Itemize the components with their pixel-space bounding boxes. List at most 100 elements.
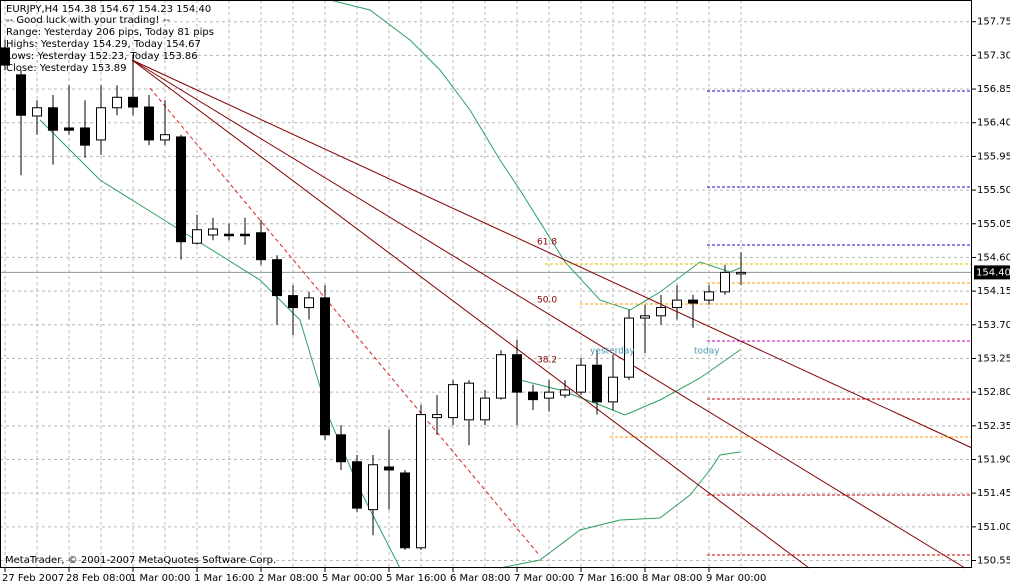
header-line: EURJPY,H4 154.38 154.67 154.23 154.40 xyxy=(6,4,211,15)
y-tick-label: 155.50 xyxy=(977,185,1010,196)
grid xyxy=(0,0,972,568)
candle-body xyxy=(128,96,138,108)
candle-body xyxy=(448,384,458,419)
candle-body xyxy=(144,106,154,141)
y-tick-label: 156.85 xyxy=(977,84,1010,95)
marker-label: yesterday xyxy=(590,347,635,357)
candle-body xyxy=(672,299,682,309)
y-tick-label: 154.15 xyxy=(977,286,1010,297)
y-tick-label: 157.75 xyxy=(977,17,1010,28)
candle-body xyxy=(80,127,90,146)
fib-label: 38.2 xyxy=(537,356,557,366)
y-tick-label: 155.05 xyxy=(977,219,1010,230)
header-line: Highs: Yesterday 154.29, Today 154.67 xyxy=(6,39,201,50)
y-tick-label: 155.95 xyxy=(977,151,1010,162)
fib-label: 50.0 xyxy=(537,296,557,306)
candle-body xyxy=(336,434,346,463)
candle-body xyxy=(592,364,602,403)
candle-body xyxy=(624,317,634,378)
candle-body xyxy=(480,397,490,421)
x-tick-label: 1 Mar 16:00 xyxy=(194,573,254,584)
marker-label: today xyxy=(694,347,720,357)
candle-body xyxy=(704,291,714,301)
candle-body xyxy=(544,391,554,399)
candle-body xyxy=(224,233,234,237)
y-tick-label: 153.25 xyxy=(977,353,1010,364)
x-tick-label: 7 Mar 00:00 xyxy=(514,573,574,584)
band-upper xyxy=(329,0,741,311)
candle-body xyxy=(432,414,442,419)
candle-body xyxy=(496,354,506,399)
band-lower-2 xyxy=(499,451,741,569)
fan-line xyxy=(131,59,966,569)
y-tick-label: 154.60 xyxy=(977,252,1010,263)
candle-body xyxy=(112,96,122,109)
candle-body xyxy=(160,134,170,141)
y-tick-label: 151.00 xyxy=(977,522,1010,533)
header-line: Close: Yesterday 153.89 xyxy=(6,63,127,74)
fan-line xyxy=(131,59,973,449)
candle-body xyxy=(576,364,586,393)
header-line: Lows: Yesterday 152.23, Today 153.86 xyxy=(6,51,198,62)
fan-line xyxy=(131,59,810,569)
candle-body xyxy=(400,472,410,549)
fan-baseline xyxy=(149,87,541,557)
y-tick-label: 153.70 xyxy=(977,320,1010,331)
candle-body xyxy=(720,271,730,293)
y-tick-label: 150.55 xyxy=(977,556,1010,567)
footer: MetaTrader, © 2001-2007 MetaQuotes Softw… xyxy=(5,555,276,566)
candle-body xyxy=(640,315,650,319)
header-line: Range: Yesterday 206 pips, Today 81 pips xyxy=(6,27,214,38)
x-tick-label: 28 Feb 08:00 xyxy=(66,573,132,584)
last-price-box xyxy=(974,265,1010,280)
candle-body xyxy=(272,259,282,297)
candle-body xyxy=(32,107,42,117)
last-price-label: 154.40 xyxy=(976,267,1010,278)
x-tick-label: 5 Mar 16:00 xyxy=(386,573,446,584)
x-tick-label: 5 Mar 00:00 xyxy=(322,573,382,584)
candle-body xyxy=(256,232,266,261)
x-tick-label: 7 Mar 16:00 xyxy=(578,573,638,584)
candle-body xyxy=(368,464,378,511)
x-tick-label: 6 Mar 08:00 xyxy=(450,573,510,584)
candle-body xyxy=(96,107,106,141)
candle-body xyxy=(176,136,186,243)
header: EURJPY,H4 154.38 154.67 154.23 154.40 --… xyxy=(6,4,214,74)
candle-body xyxy=(560,389,570,396)
candle-body xyxy=(416,414,426,549)
plot-frame xyxy=(0,0,972,568)
candle-body xyxy=(320,297,330,436)
candle-body xyxy=(288,295,298,309)
x-tick-label: 1 Mar 00:00 xyxy=(130,573,190,584)
candle-body xyxy=(688,299,698,304)
candles xyxy=(0,39,746,551)
x-tick-label: 9 Mar 00:00 xyxy=(706,573,766,584)
fib-label: 61.8 xyxy=(537,238,557,248)
candle-body xyxy=(352,461,362,509)
levels xyxy=(545,90,972,556)
y-tick-label: 157.30 xyxy=(977,50,1010,61)
candle-body xyxy=(384,466,394,471)
header-line: -- Good luck with your trading! -- xyxy=(6,15,170,26)
y-tick-label: 156.40 xyxy=(977,118,1010,129)
candle-body xyxy=(528,391,538,401)
x-tick-label: 2 Mar 08:00 xyxy=(258,573,318,584)
candle-body xyxy=(64,127,74,131)
x-tick-label: 8 Mar 08:00 xyxy=(642,573,702,584)
candle-body xyxy=(736,271,746,275)
candle-body xyxy=(608,376,618,403)
candle-body xyxy=(240,233,250,237)
y-tick-label: 152.80 xyxy=(977,387,1010,398)
y-tick-label: 152.35 xyxy=(977,421,1010,432)
candle-body xyxy=(48,107,58,131)
x-tick-label: 27 Feb 2007 xyxy=(2,573,64,584)
y-tick-label: 151.45 xyxy=(977,488,1010,499)
candle-body xyxy=(656,307,666,317)
y-tick-label: 151.90 xyxy=(977,454,1010,465)
candle-body xyxy=(192,229,202,244)
candle-body xyxy=(464,382,474,421)
candle-body xyxy=(512,354,522,393)
candle-body xyxy=(208,228,218,236)
